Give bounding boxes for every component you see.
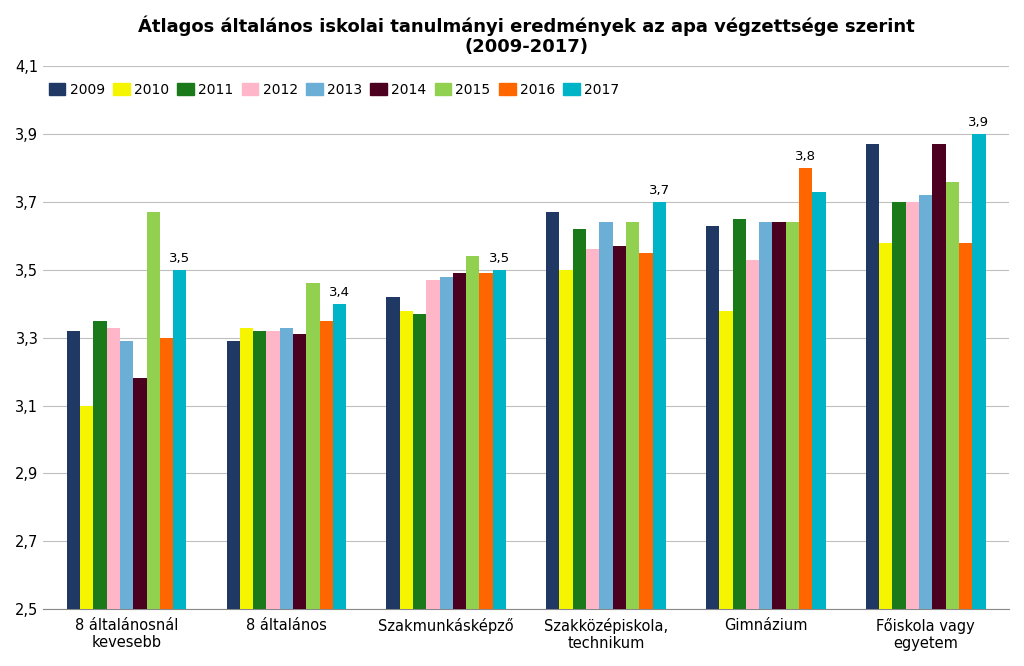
Bar [293,334,306,609]
Text: 3,4: 3,4 [329,286,350,298]
Bar [572,229,586,609]
Bar [879,242,892,609]
Bar [865,145,879,609]
Bar [732,219,745,609]
Bar [905,202,919,609]
Bar [319,321,333,609]
Bar [93,321,106,609]
Bar [266,331,280,609]
Bar [439,276,453,609]
Bar [559,270,572,609]
Bar [812,192,825,609]
Bar [785,222,799,609]
Bar [599,222,612,609]
Title: Átlagos általános iskolai tanulmányi eredmények az apa végzettsége szerint
(2009: Átlagos általános iskolai tanulmányi ere… [138,15,914,57]
Bar [333,304,346,609]
Bar [453,273,466,609]
Legend: 2009, 2010, 2011, 2012, 2013, 2014, 2015, 2016, 2017: 2009, 2010, 2011, 2012, 2013, 2014, 2015… [43,77,625,102]
Bar [719,310,732,609]
Bar [280,328,293,609]
Bar [120,341,133,609]
Bar [253,331,266,609]
Text: 3,5: 3,5 [488,252,510,265]
Bar [106,328,120,609]
Bar [546,212,559,609]
Bar [67,331,80,609]
Bar [626,222,639,609]
Bar [919,195,932,609]
Text: 3,5: 3,5 [169,252,190,265]
Bar [892,202,905,609]
Bar [426,280,439,609]
Bar [413,314,426,609]
Bar [772,222,785,609]
Bar [706,226,719,609]
Bar [652,202,666,609]
Text: 3,8: 3,8 [796,150,816,163]
Bar [945,182,958,609]
Bar [160,338,173,609]
Bar [799,168,812,609]
Bar [386,297,399,609]
Bar [146,212,160,609]
Text: 3,7: 3,7 [648,184,670,197]
Bar [586,250,599,609]
Bar [173,270,186,609]
Bar [133,378,146,609]
Bar [80,406,93,609]
Text: 3,9: 3,9 [969,116,989,129]
Bar [399,310,413,609]
Bar [240,328,253,609]
Bar [466,256,479,609]
Bar [759,222,772,609]
Bar [226,341,240,609]
Bar [639,253,652,609]
Bar [493,270,506,609]
Bar [932,145,945,609]
Bar [958,242,972,609]
Bar [479,273,493,609]
Bar [745,260,759,609]
Bar [306,284,319,609]
Bar [972,134,985,609]
Bar [612,246,626,609]
